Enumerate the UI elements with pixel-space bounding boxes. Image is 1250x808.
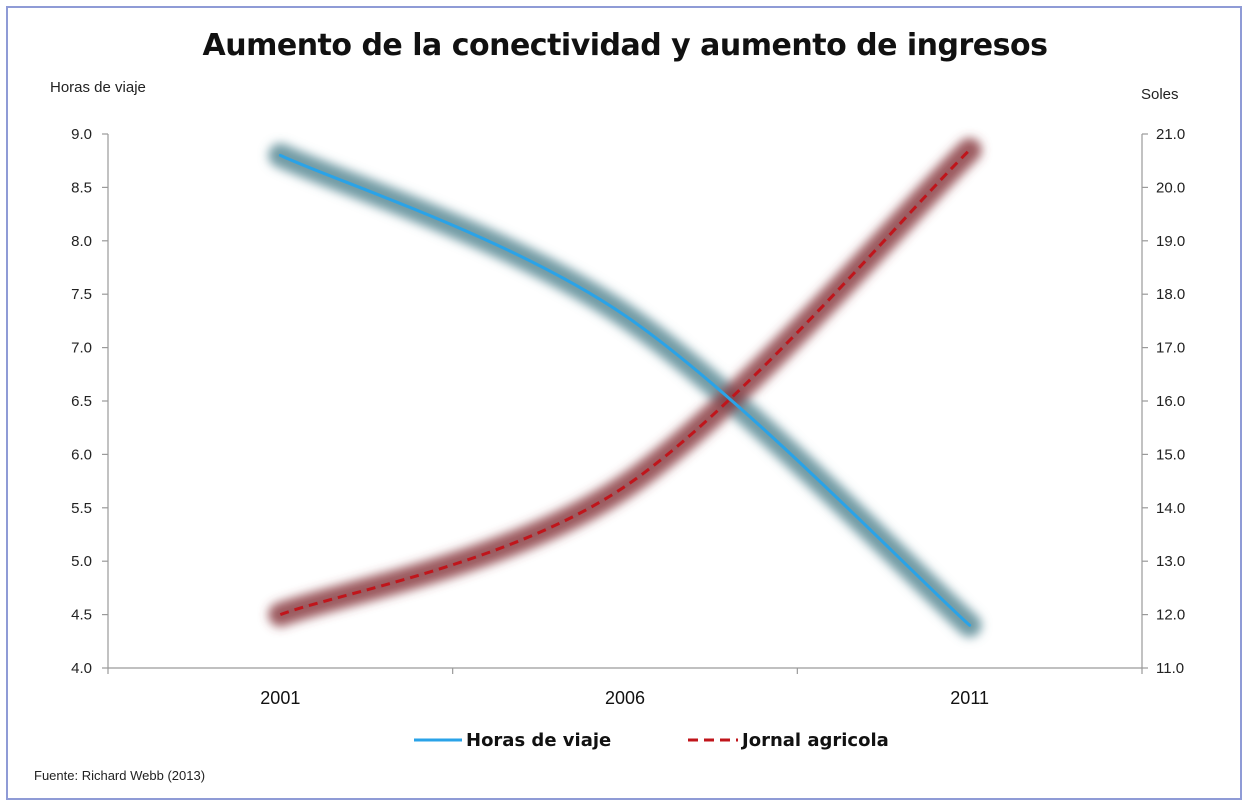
series-glow-0 [268, 143, 982, 638]
right-tick-label: 11.0 [1156, 660, 1184, 677]
left-tick-label: 5.0 [71, 553, 92, 570]
legend-label-horas: Horas de viaje [466, 729, 612, 751]
x-tick-label: 2001 [260, 688, 300, 708]
chart-legend: Horas de viaje Jornal agricola [0, 728, 1250, 752]
right-tick-label: 19.0 [1156, 233, 1185, 250]
legend-label-jornal: Jornal agricola [742, 729, 889, 751]
right-tick-label: 17.0 [1156, 340, 1185, 357]
right-tick-label: 14.0 [1156, 500, 1185, 517]
x-tick-label: 2011 [950, 688, 989, 708]
right-tick-label: 15.0 [1156, 446, 1185, 463]
left-tick-label: 4.0 [71, 660, 92, 677]
series-line-1 [279, 148, 971, 617]
right-tick-label: 18.0 [1156, 286, 1185, 303]
left-tick-label: 9.0 [71, 126, 92, 143]
right-axis-title: Soles [1141, 86, 1179, 103]
legend-item-jornal: Jornal agricola [688, 728, 889, 752]
left-tick-label: 7.0 [71, 340, 92, 357]
right-tick-label: 20.0 [1156, 179, 1185, 196]
source-note: Fuente: Richard Webb (2013) [34, 768, 206, 783]
left-tick-label: 4.5 [71, 607, 92, 624]
chart-title: Aumento de la conectividad y aumento de … [202, 28, 1048, 63]
left-tick-label: 7.5 [71, 286, 92, 303]
left-tick-label: 6.0 [71, 446, 92, 463]
series-line-0 [278, 153, 972, 627]
left-tick-label: 5.5 [71, 500, 92, 517]
left-tick-label: 6.5 [71, 393, 92, 410]
right-tick-label: 13.0 [1156, 553, 1185, 570]
right-tick-label: 21.0 [1156, 126, 1185, 143]
legend-swatch-dashed [688, 738, 738, 742]
legend-item-horas: Horas de viaje [414, 728, 611, 752]
left-tick-label: 8.0 [71, 233, 92, 250]
left-tick-label: 8.5 [71, 179, 92, 196]
right-tick-label: 12.0 [1156, 607, 1185, 624]
series-glow-1 [268, 138, 982, 627]
legend-swatch-solid [414, 738, 462, 742]
x-tick-label: 2006 [605, 688, 645, 708]
right-tick-label: 16.0 [1156, 393, 1185, 410]
left-axis-title: Horas de viaje [50, 79, 146, 96]
